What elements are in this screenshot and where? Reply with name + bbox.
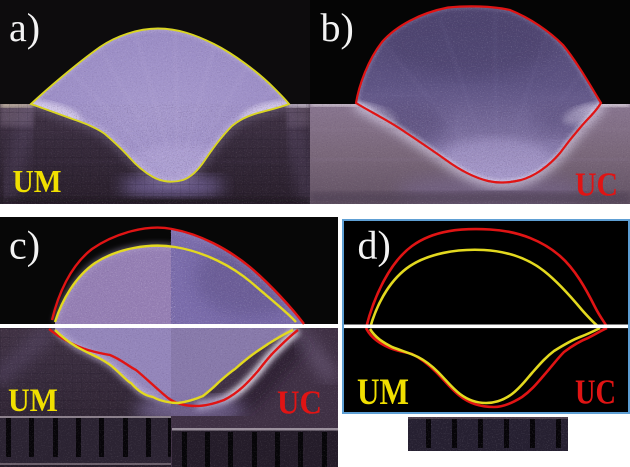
svg-text:d): d) (358, 223, 391, 268)
svg-text:UM: UM (8, 383, 58, 419)
svg-text:UM: UM (13, 163, 62, 199)
svg-text:UM: UM (357, 372, 409, 413)
svg-text:UC: UC (575, 373, 616, 412)
svg-text:a): a) (9, 5, 40, 50)
svg-text:b): b) (321, 5, 354, 50)
svg-text:c): c) (9, 223, 40, 268)
svg-text:UC: UC (277, 385, 322, 422)
svg-text:UC: UC (575, 167, 618, 204)
